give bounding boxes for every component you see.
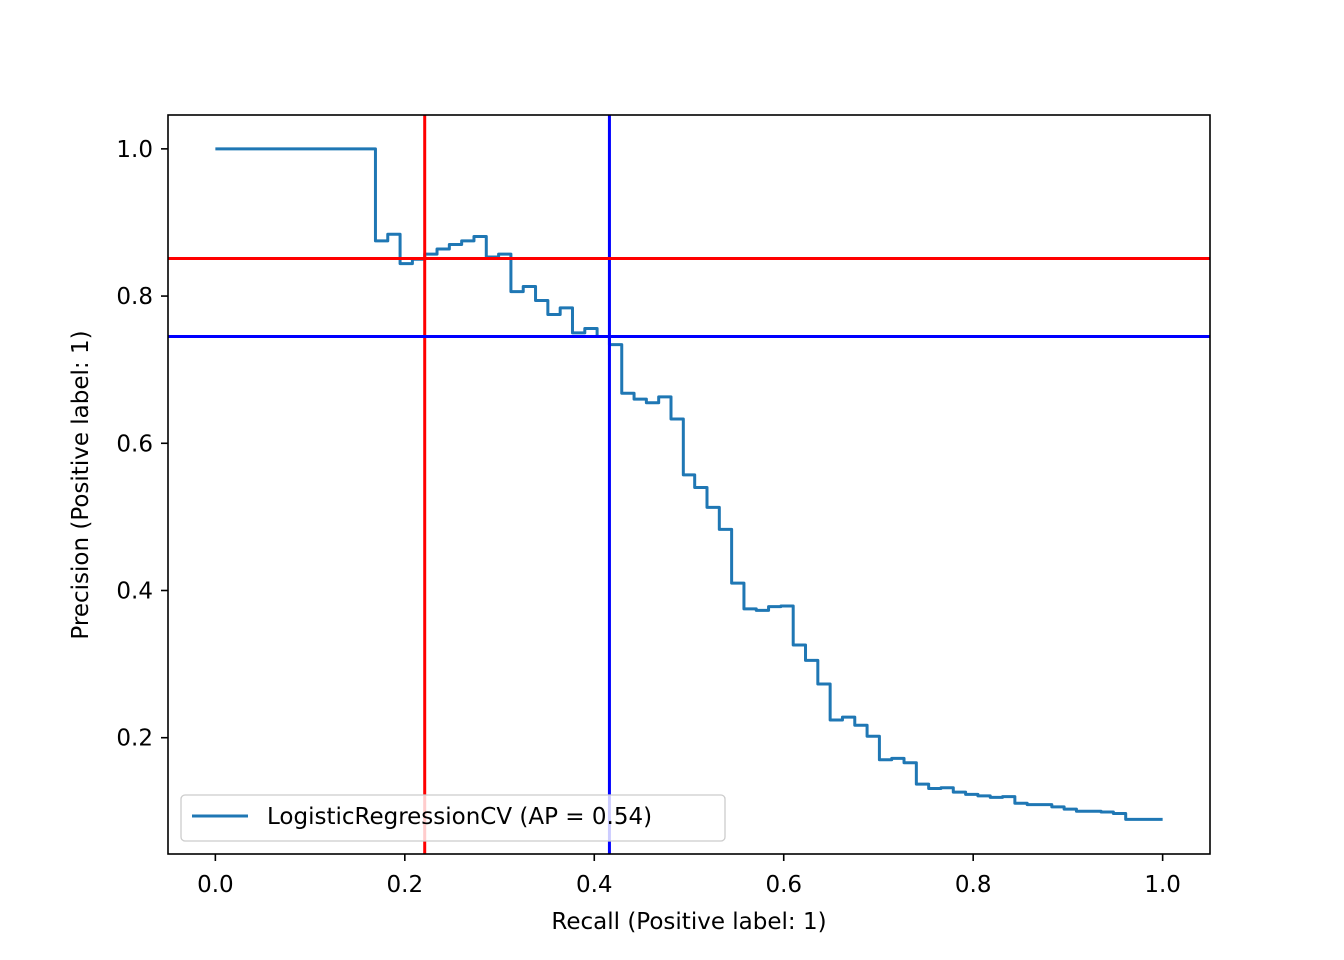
x-tick-label: 0.2: [387, 872, 424, 898]
x-tick-label: 1.0: [1144, 872, 1181, 898]
y-tick-label: 1.0: [116, 137, 153, 163]
legend-frame: [180, 794, 726, 842]
legend: LogisticRegressionCV (AP = 0.54): [180, 794, 726, 842]
x-tick-label: 0.6: [765, 872, 802, 898]
y-tick-label: 0.6: [116, 431, 153, 457]
y-axis: 0.2 0.4 0.6 0.8 1.0: [116, 137, 168, 752]
reference-lines: [168, 115, 1210, 854]
y-axis-label: Precision (Positive label: 1): [68, 330, 94, 639]
x-axis-label: Recall (Positive label: 1): [551, 909, 826, 935]
y-tick-label: 0.8: [116, 284, 153, 310]
legend-label: LogisticRegressionCV (AP = 0.54): [267, 804, 652, 830]
x-axis: 0.0 0.2 0.4 0.6 0.8 1.0: [197, 854, 1181, 898]
x-tick-label: 0.0: [197, 872, 234, 898]
x-tick-label: 0.4: [576, 872, 613, 898]
y-tick-label: 0.2: [116, 726, 153, 752]
axes-frame: [167, 114, 1211, 855]
x-tick-label: 0.8: [955, 872, 992, 898]
y-tick-label: 0.4: [116, 578, 153, 604]
